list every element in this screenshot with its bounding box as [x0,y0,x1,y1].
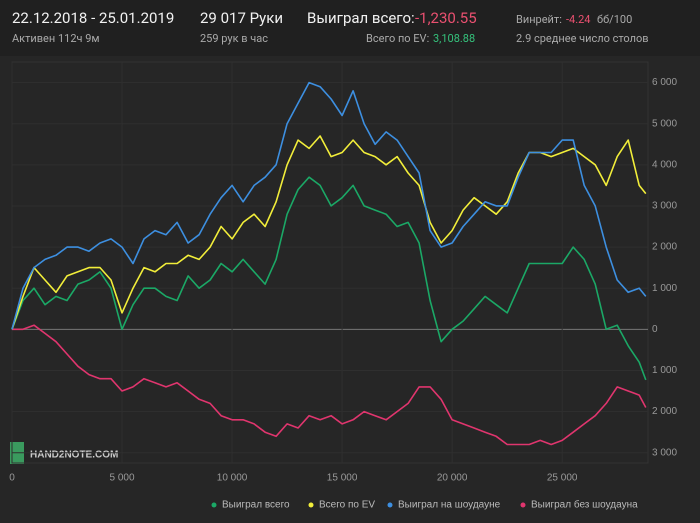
series-line [11,176,647,381]
y-tick-label: 2 000 [652,406,677,417]
x-tick-label: 10 000 [217,473,248,484]
x-tick-label: 25 000 [547,473,578,484]
hands-per-hour: 259 рук в час [200,32,269,45]
x-tick-label: 20 000 [437,473,468,484]
series-line [11,135,647,330]
y-tick-label: 6 000 [652,77,677,88]
hands: 29 017 Руки [200,9,284,27]
tables: 2.9 среднее число столов [516,32,649,45]
winrate-label: Винрейт: [516,13,562,26]
series-line [12,324,647,446]
period: 22.12.2018 - 25.01.2019 [12,9,175,27]
y-tick-label: 3 000 [652,201,677,212]
x-tick-label: 5 000 [110,473,135,484]
won-value: -1,230.55 [415,9,477,27]
legend-marker [211,502,217,508]
legend-label: Выиграл на шоудауне [398,500,501,511]
y-tick-label: 0 [652,324,658,335]
legend-label: Выиграл без шоудауна [531,499,638,511]
legend-marker [387,502,393,508]
ev-value: 3,108.88 [433,32,476,45]
header: 22.12.2018 - 25.01.2019 Активен 112ч 9м … [0,0,700,56]
plot-frame [11,61,649,464]
y-tick-label: 4 000 [652,159,677,170]
legend-marker [308,502,314,508]
ev-label: Всего по EV: [366,32,430,45]
active-time: Активен 112ч 9м [12,32,100,45]
legend-label: Всего по EV [319,500,375,511]
legend-marker [520,502,526,508]
series-line [11,81,647,330]
y-tick-label: 2 000 [652,242,677,253]
winrate-value: -4.24 [566,13,591,26]
y-tick-label: 5 000 [652,118,677,129]
winrate-unit: бб/100 [597,13,633,26]
y-tick-label: 3 000 [652,447,677,458]
logo: HAND2NOTE.COM [30,450,118,461]
y-tick-label: 1 000 [652,283,677,294]
x-tick-label: 15 000 [327,473,358,484]
y-tick-label: 1 000 [652,365,677,376]
x-tick-label: 0 [9,473,15,484]
legend-label: Выиграл всего [222,500,290,511]
won-label: Выиграл всего: [307,9,415,27]
